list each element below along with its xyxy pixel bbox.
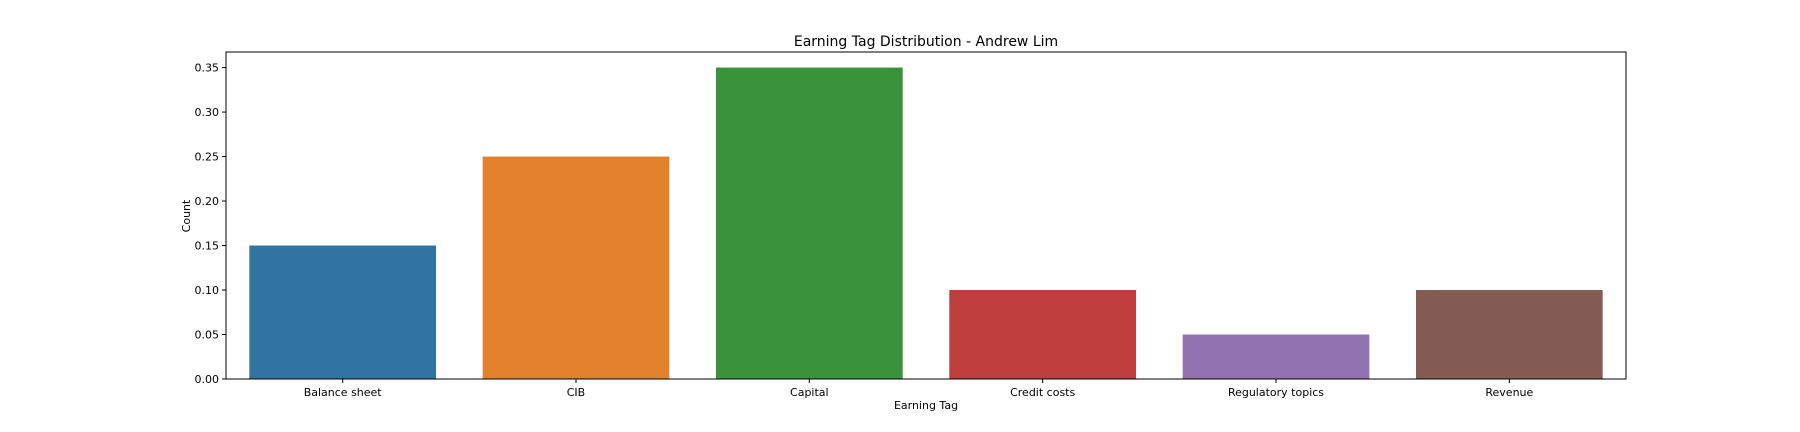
plot-frame: [225, 51, 1627, 380]
y-axis-label: Count: [180, 199, 193, 232]
bar-capital: [716, 67, 903, 379]
bars-layer: [249, 67, 1603, 379]
y-axis: 0.00 0.05 0.10 0.15 0.20 0.25 0.30 0.35: [195, 62, 226, 386]
y-tick-label: 0.00: [195, 373, 220, 386]
bar-balance-sheet: [249, 245, 436, 379]
bar-regulatory-topics: [1182, 334, 1370, 379]
y-tick-label: 0.35: [195, 62, 220, 75]
bar-cib: [482, 156, 670, 379]
chart-title: Earning Tag Distribution - Andrew Lim: [794, 34, 1058, 50]
x-tick-label: Regulatory topics: [1228, 386, 1324, 399]
x-tick-label: Revenue: [1485, 386, 1533, 399]
x-tick-label: CIB: [567, 386, 585, 399]
x-tick-label: Capital: [790, 386, 829, 399]
x-axis: Balance sheet CIB Capital Credit costs Regul…: [304, 379, 1534, 399]
y-tick-label: 0.25: [195, 151, 220, 164]
y-tick-label: 0.05: [195, 329, 220, 342]
y-tick-label: 0.10: [195, 284, 220, 297]
y-tick-label: 0.20: [195, 195, 220, 208]
x-tick-label: Balance sheet: [304, 386, 383, 399]
bar-credit-costs: [949, 290, 1136, 379]
x-tick-label: Credit costs: [1010, 386, 1075, 399]
x-axis-label: Earning Tag: [894, 399, 958, 412]
y-tick-label: 0.30: [195, 106, 220, 119]
y-tick-label: 0.15: [195, 240, 220, 253]
bar-revenue: [1416, 290, 1603, 379]
